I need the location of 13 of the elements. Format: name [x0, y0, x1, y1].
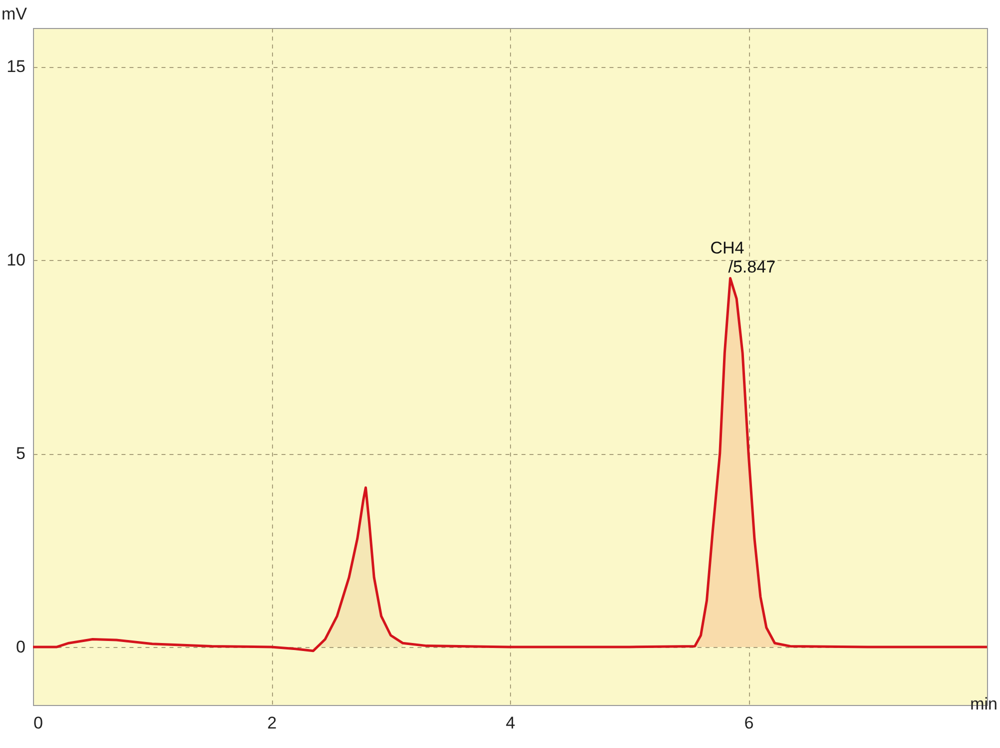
y-tick-label: 0 — [16, 637, 26, 656]
y-axis-title: mV — [2, 4, 28, 24]
y-tick-label: 10 — [6, 250, 26, 270]
x-tick-label: 0 — [34, 714, 43, 732]
x-axis-title: min — [970, 694, 998, 714]
annotation: /5.847 — [728, 257, 776, 276]
x-tick-label: 4 — [506, 714, 516, 732]
x-tick-label: 6 — [744, 714, 754, 732]
x-tick-label: 2 — [267, 714, 277, 732]
line-series — [33, 277, 987, 652]
y-tick-label: 15 — [6, 57, 26, 76]
y-tick-label: 5 — [16, 444, 26, 464]
annotation: CH4 — [710, 238, 744, 258]
